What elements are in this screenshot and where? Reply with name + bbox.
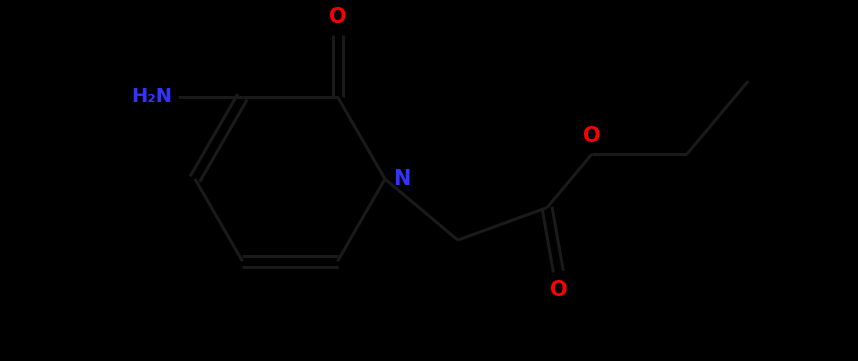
Text: O: O [329,7,347,27]
Text: O: O [549,279,567,300]
Text: N: N [393,169,410,189]
Text: O: O [583,126,601,146]
Text: H₂N: H₂N [131,87,172,106]
